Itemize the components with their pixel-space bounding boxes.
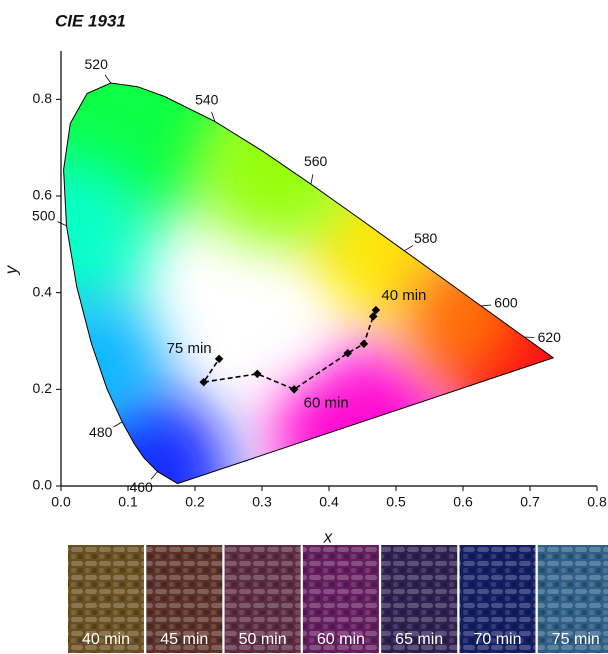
wavelength-tick — [404, 246, 413, 251]
chart: CIE 1931 x y 460 480 500 520 540 560 580 600 620… — [0, 0, 608, 654]
x-tick-label: 0.4 — [319, 494, 339, 510]
y-axis-label: y — [1, 264, 20, 275]
y-tick-label: 0.4 — [33, 283, 53, 299]
wavelength-label: 500 — [32, 207, 56, 223]
wavelength-label: 580 — [414, 230, 438, 246]
wavelength-label: 540 — [195, 91, 219, 107]
point-label: 60 min — [304, 394, 349, 411]
wavelength-label: 520 — [85, 56, 109, 72]
swatch-label: 50 min — [239, 631, 287, 648]
chart-title: CIE 1931 — [55, 11, 126, 30]
wavelength-label: 460 — [129, 479, 153, 495]
point-label: 75 min — [167, 340, 212, 357]
swatch-label: 45 min — [160, 631, 208, 648]
swatch-label: 40 min — [82, 631, 130, 648]
y-tick-label: 0.6 — [33, 187, 53, 203]
point-label: 40 min — [381, 287, 426, 304]
swatch-label: 75 min — [552, 631, 600, 648]
x-tick-label: 0.3 — [252, 494, 272, 510]
y-tick-label: 0.0 — [33, 477, 53, 493]
wavelength-label: 620 — [538, 329, 562, 345]
wavelength-tick — [105, 75, 111, 83]
gamut-fill — [0, 0, 608, 566]
wavelength-tick — [481, 305, 491, 306]
wavelength-tick — [311, 174, 313, 184]
x-tick-label: 0.5 — [386, 494, 406, 510]
x-tick-label: 0.0 — [51, 494, 71, 510]
x-tick-label: 0.6 — [453, 494, 473, 510]
x-tick-label: 0.8 — [587, 494, 607, 510]
swatches: 40 min 45 min 50 min 60 min 65 min 70 min 75 m… — [68, 545, 608, 653]
wavelength-tick — [57, 222, 66, 226]
x-axis-label: x — [323, 527, 333, 546]
y-tick-label: 0.2 — [33, 380, 53, 396]
wavelength-tick — [524, 337, 534, 338]
gamut-glow — [25, 295, 165, 435]
x-tick-label: 0.1 — [118, 494, 138, 510]
white-point — [237, 282, 327, 372]
y-tick-label: 0.8 — [33, 90, 53, 106]
wavelength-label: 600 — [494, 295, 518, 311]
swatch-label: 70 min — [473, 631, 521, 648]
gamut-glow — [403, 257, 523, 377]
gamut-glow — [195, 87, 355, 247]
swatch-label: 65 min — [395, 631, 443, 648]
wavelength-label: 560 — [304, 153, 328, 169]
gamut-glow — [273, 348, 453, 528]
wavelength-tick — [114, 422, 123, 427]
x-tick-label: 0.2 — [185, 494, 205, 510]
x-tick-label: 0.7 — [520, 494, 540, 510]
wavelength-label: 480 — [89, 424, 113, 440]
swatch-label: 60 min — [317, 631, 365, 648]
